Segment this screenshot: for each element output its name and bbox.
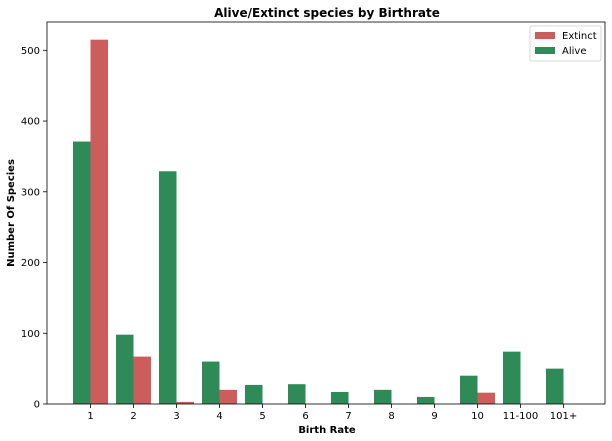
plot-area: 0 100 200 300 400 500 1 2 3 4 5 6 7 8 9 10 11-100 101+ (21, 21, 606, 422)
y-tick-label-300: 300 (21, 187, 40, 198)
x-tick-label-4: 4 (216, 411, 222, 422)
x-tick-label-5: 5 (259, 411, 265, 422)
y-axis-title: Number Of Species (6, 159, 17, 267)
x-axis: 1 2 3 4 5 6 7 8 9 10 11-100 101+ (87, 404, 577, 422)
y-tick-label-0: 0 (34, 400, 40, 411)
x-tick-label-11-100: 11-100 (503, 411, 538, 422)
plot-frame (46, 21, 606, 405)
x-tick-label-6: 6 (302, 411, 308, 422)
legend-swatch-extinct (535, 32, 555, 39)
x-tick-label-9: 9 (431, 411, 437, 422)
x-tick-label-1: 1 (87, 411, 93, 422)
legend-label-alive: Alive (562, 46, 586, 57)
bar-extinct-1 (90, 39, 108, 405)
legend-swatch-alive (535, 47, 555, 54)
x-tick-label-101+: 101+ (550, 411, 577, 422)
y-tick-label-400: 400 (21, 117, 40, 128)
bar-alive-9 (417, 396, 435, 404)
y-tick-label-100: 100 (21, 329, 40, 340)
x-tick-label-8: 8 (388, 411, 394, 422)
legend-label-extinct: Extinct (562, 31, 597, 42)
x-axis-title: Birth Rate (298, 425, 356, 436)
bar-alive-5 (245, 384, 263, 404)
bar-alive-7 (331, 391, 349, 404)
y-tick-label-200: 200 (21, 258, 40, 269)
bar-alive-101+ (546, 368, 564, 404)
x-tick-label-2: 2 (130, 411, 136, 422)
bar-alive-2 (116, 334, 134, 404)
bar-extinct-3 (176, 401, 194, 404)
bars-group (73, 39, 564, 405)
bar-extinct-10 (477, 392, 495, 404)
x-tick-label-7: 7 (345, 411, 351, 422)
bar-alive-10 (460, 375, 478, 404)
bar-alive-11-100 (503, 351, 521, 404)
y-tick-label-500: 500 (21, 46, 40, 57)
legend: Extinct Alive (529, 25, 602, 62)
y-axis: 0 100 200 300 400 500 (21, 46, 47, 411)
bar-alive-4 (202, 361, 220, 404)
chart-title: Alive/Extinct species by Birthrate (214, 6, 440, 20)
bar-alive-8 (374, 389, 392, 404)
x-tick-label-10: 10 (471, 411, 484, 422)
bar-extinct-4 (219, 389, 237, 404)
bar-extinct-2 (133, 356, 151, 404)
bar-alive-3 (159, 171, 177, 404)
x-tick-label-3: 3 (173, 411, 179, 422)
bar-alive-1 (73, 141, 91, 404)
bar-alive-6 (288, 384, 306, 404)
